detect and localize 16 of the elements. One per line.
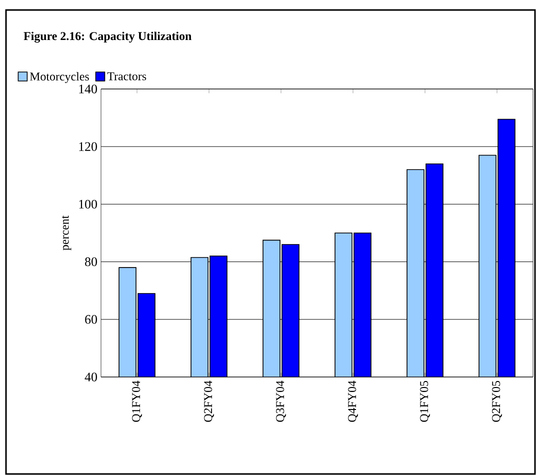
x-tick-label: Q2FY05 bbox=[492, 380, 502, 422]
x-tick-label: Q1FY05 bbox=[420, 380, 430, 422]
y-tick-label: 40 bbox=[84, 372, 97, 382]
legend-label: Tractors bbox=[107, 72, 146, 80]
chart-title: Figure 2.16: Capacity Utilization bbox=[24, 32, 192, 43]
y-tick-label: 120 bbox=[79, 142, 97, 151]
y-tick-label: 100 bbox=[79, 200, 97, 209]
y-tick-label: 140 bbox=[79, 84, 97, 94]
x-tick-label: Q3FY04 bbox=[276, 380, 286, 422]
x-tick-label: Q2FY04 bbox=[204, 380, 214, 422]
x-tick-label: Q1FY04 bbox=[132, 380, 142, 422]
y-tick-label: 60 bbox=[85, 315, 97, 324]
y-tick-label: 80 bbox=[85, 257, 97, 266]
x-tick-label: Q4FY04 bbox=[348, 380, 358, 422]
legend-label: Motorcycles bbox=[30, 72, 89, 84]
y-axis-title: percent bbox=[62, 215, 72, 250]
